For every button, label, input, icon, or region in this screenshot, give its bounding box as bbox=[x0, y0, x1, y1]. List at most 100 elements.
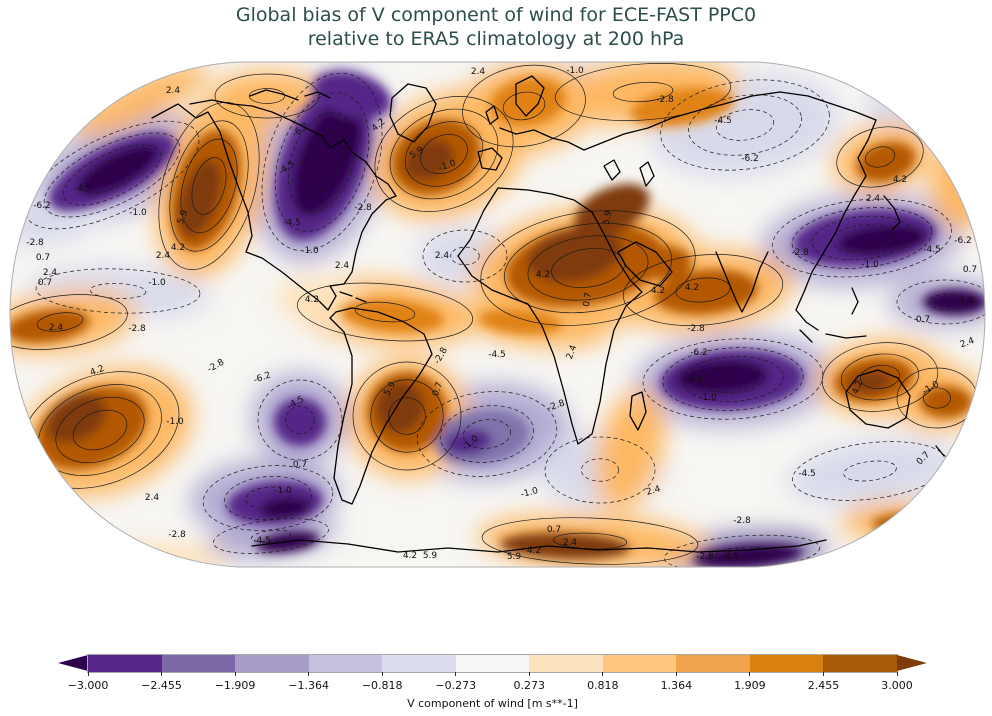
anomaly-blob bbox=[68, 545, 228, 567]
contour-label: 0.7 bbox=[431, 381, 445, 398]
contour-label: 2.4 bbox=[959, 336, 976, 350]
contour-ring bbox=[202, 465, 334, 531]
coastline-path bbox=[189, 99, 397, 311]
plot-title-line2: relative to ERA5 climatology at 200 hPa bbox=[307, 28, 685, 50]
colorbar-tick-label: 2.455 bbox=[807, 679, 840, 692]
anomaly-blob bbox=[930, 140, 985, 230]
colorbar-tick-mark bbox=[749, 672, 751, 676]
anomaly-blob bbox=[292, 99, 362, 217]
coastline-path bbox=[883, 195, 901, 231]
colorbar-tick-mark bbox=[308, 672, 310, 676]
contour-label: 2.4 bbox=[43, 268, 58, 278]
colorbar-segment bbox=[235, 655, 309, 672]
anomaly-blob bbox=[210, 71, 326, 123]
colorbar-segment bbox=[455, 655, 530, 672]
colorbar-segment bbox=[382, 655, 456, 672]
coastline-path bbox=[603, 159, 621, 181]
contour-label: 2.4 bbox=[166, 86, 181, 96]
anomaly-blob bbox=[676, 359, 768, 395]
contour-ring bbox=[840, 353, 920, 401]
contour-label: 2.4 bbox=[645, 484, 662, 497]
colorbar-segment bbox=[88, 655, 162, 672]
colorbar-tick-mark bbox=[822, 672, 824, 676]
coastline-path bbox=[477, 147, 503, 171]
contour-label: -1.0 bbox=[861, 260, 879, 270]
coastline-path bbox=[499, 127, 585, 151]
contour-ring bbox=[660, 79, 830, 171]
contour-label: 5.9 bbox=[176, 209, 190, 226]
anomaly-blob bbox=[259, 496, 311, 520]
coastline-path bbox=[639, 161, 655, 187]
contour-ring bbox=[404, 121, 484, 187]
coastline-path bbox=[339, 291, 367, 303]
anomaly-blob bbox=[840, 502, 970, 542]
contour-ring bbox=[675, 277, 731, 303]
anomaly-blob bbox=[527, 227, 623, 283]
anomaly-blob bbox=[595, 389, 665, 511]
contour-ring bbox=[82, 156, 142, 194]
coastline-path bbox=[485, 105, 499, 125]
contour-ring bbox=[257, 379, 343, 461]
contour-ring bbox=[389, 108, 499, 200]
contour-label: -2.8 bbox=[791, 248, 809, 258]
contour-ring bbox=[301, 131, 343, 193]
contour-label: -2.8 bbox=[696, 552, 714, 562]
contour-ring bbox=[811, 215, 913, 261]
anomaly-blob bbox=[654, 269, 758, 315]
contour-label: -1.0 bbox=[274, 486, 292, 496]
colorbar-tick-mark bbox=[896, 672, 898, 676]
contour-label: 2.4 bbox=[335, 261, 350, 271]
contour-ring bbox=[62, 144, 162, 206]
contour-label: 2.4 bbox=[866, 194, 881, 204]
anomaly-blob bbox=[628, 245, 692, 279]
colorbar-segment bbox=[529, 655, 603, 672]
anomaly-blob bbox=[856, 142, 916, 182]
coastline-path bbox=[151, 103, 329, 311]
contour-ring bbox=[527, 235, 649, 301]
contour-ring bbox=[213, 518, 329, 554]
contour-ring bbox=[502, 91, 546, 121]
anomaly-blob bbox=[10, 309, 90, 343]
anomaly-blob bbox=[45, 393, 107, 443]
coastline-path bbox=[251, 539, 827, 553]
contour-ring bbox=[821, 342, 939, 412]
contour-label: 5.9 bbox=[507, 552, 522, 562]
contour-ring bbox=[158, 102, 260, 270]
contour-label: -4.5 bbox=[685, 375, 703, 385]
contour-ring bbox=[274, 92, 370, 232]
contour-label: -6.2 bbox=[690, 348, 708, 358]
colorbar-tick-label: 0.818 bbox=[587, 679, 619, 692]
coastline-path bbox=[795, 119, 877, 311]
contour-ring bbox=[354, 301, 416, 323]
anomaly-blob bbox=[787, 438, 957, 506]
contour-label: -1.0 bbox=[166, 417, 184, 427]
colorbar-tick-label: −1.909 bbox=[214, 679, 256, 692]
contour-ring bbox=[224, 475, 312, 521]
contour-label: 4.2 bbox=[89, 364, 106, 378]
contour-ring bbox=[439, 405, 535, 463]
contour-label: 4.2 bbox=[685, 283, 699, 293]
contour-label: -1.0 bbox=[148, 278, 166, 288]
anomaly-blob bbox=[274, 398, 326, 446]
anomaly-blob bbox=[630, 87, 734, 127]
contour-ring bbox=[89, 283, 147, 299]
contour-ring bbox=[772, 198, 952, 278]
map-outline bbox=[9, 61, 986, 568]
contour-ring bbox=[928, 294, 962, 310]
contour-label: 0.7 bbox=[36, 253, 50, 263]
anomaly-blob bbox=[490, 77, 566, 127]
colorbar-body: −3.000 −2.455 −1.909 −1.364 −0.818 −0.273 0.27… bbox=[68, 655, 913, 692]
contour-ring bbox=[860, 364, 900, 390]
coastline-path bbox=[715, 251, 769, 313]
contour-ring bbox=[72, 409, 128, 451]
colorbar-tick-mark bbox=[87, 672, 89, 676]
contour-label: -6.2 bbox=[33, 201, 51, 211]
coastline-path bbox=[329, 307, 433, 505]
contour-label: 4.2 bbox=[305, 295, 319, 305]
contour-ring bbox=[923, 387, 951, 409]
coastline-path bbox=[389, 83, 437, 143]
contour-label: -1.0 bbox=[520, 486, 540, 500]
contour-ring bbox=[622, 254, 784, 326]
colorbar-tick-mark bbox=[455, 672, 457, 676]
